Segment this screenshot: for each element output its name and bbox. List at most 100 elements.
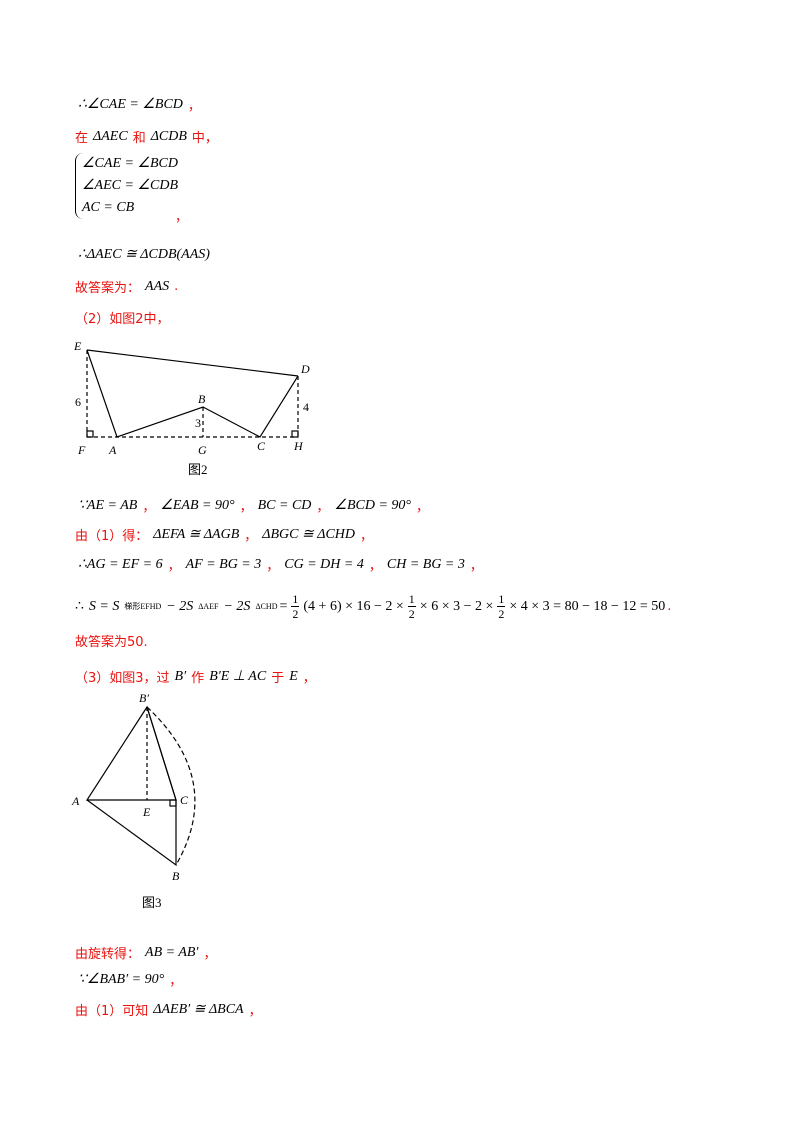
triangle xyxy=(85,705,177,801)
text: 1 xyxy=(291,592,300,607)
line: （2）如图2中， xyxy=(75,308,170,327)
line: 故答案为： AAS. xyxy=(75,277,179,297)
text: ∴ΔAEC ≅ ΔCDB(AAS) xyxy=(78,247,210,262)
text: 1 xyxy=(407,592,416,607)
label: C xyxy=(257,439,266,453)
text: 梯形EFHD xyxy=(124,602,162,611)
text: （3）如图3，过 xyxy=(75,671,170,686)
text: ∵∠BAB′ = 90° xyxy=(78,972,165,987)
label: F xyxy=(77,443,86,457)
text: ， xyxy=(187,99,201,114)
figure-2: E D 6 4 B 3 F A G C H 图2 xyxy=(73,339,310,477)
text: ， xyxy=(360,529,374,544)
text: ， xyxy=(302,671,316,686)
line: ∴∠CAE = ∠BCD ， xyxy=(75,95,201,114)
line: ， xyxy=(175,206,188,225)
label: 图2 xyxy=(188,462,208,477)
right-angle xyxy=(169,799,177,807)
text: ∠CAE = ∠BCD xyxy=(82,156,178,171)
text: ∴ xyxy=(75,599,84,614)
line: 故答案为50. xyxy=(75,631,148,650)
text: ∴∠CAE = ∠BCD xyxy=(78,97,183,112)
text: ， xyxy=(469,559,483,574)
text: CG = DH = 4 xyxy=(284,556,364,572)
text: 2 xyxy=(292,607,299,621)
text: AC = CB xyxy=(82,200,135,215)
text: 由旋转得： xyxy=(75,947,141,962)
text: ∵AE = AB xyxy=(78,498,138,513)
label: E xyxy=(142,805,151,819)
text: ， xyxy=(416,500,430,515)
line: （3）如图3，过 B′ 作 B′E ⊥ AC 于 E ， xyxy=(75,667,316,687)
text: 和 xyxy=(132,131,146,146)
label: B′ xyxy=(139,691,149,705)
text: 1 xyxy=(497,592,506,607)
edge xyxy=(86,349,299,377)
text: AF = BG = 3 xyxy=(185,556,262,572)
text: 由（1）可知 xyxy=(75,1004,149,1019)
label: 图3 xyxy=(142,895,162,910)
arc xyxy=(146,706,196,866)
text: ， xyxy=(248,1004,262,1019)
text: ∠BCD = 90° xyxy=(334,498,412,513)
line: ∵∠BAB′ = 90° ， xyxy=(75,970,182,989)
text: ΔAEC xyxy=(93,128,128,144)
text: B′ xyxy=(174,668,187,684)
text: 由（1）得： xyxy=(75,529,149,544)
text: ， xyxy=(244,529,258,544)
text: ΔEFA ≅ ΔAGB xyxy=(153,527,240,542)
text: CH = BG = 3 xyxy=(386,556,465,572)
text: S = S xyxy=(88,598,120,614)
text: ， xyxy=(203,947,217,962)
text: 2 xyxy=(498,607,505,621)
text: ， xyxy=(169,974,183,989)
edge xyxy=(86,706,177,867)
text: AB = AB′ xyxy=(145,944,199,960)
text: ， xyxy=(175,210,189,225)
text: 于 xyxy=(271,671,285,686)
text: AAS xyxy=(145,278,170,294)
text: BC = CD xyxy=(257,497,312,513)
text: ， xyxy=(368,559,382,574)
figure-3: B′ A C E B 图3 xyxy=(71,691,196,910)
text: B′E ⊥ AC xyxy=(209,669,267,684)
line: 由旋转得： AB = AB′ ， xyxy=(75,943,217,963)
line: ∵AE = AB ， ∠EAB = 90° ， BC = CD ， ∠BCD = 90° ， xyxy=(75,496,430,516)
text: ΔCHD xyxy=(255,602,278,611)
text: × 6 × 3 − 2 × xyxy=(419,598,494,614)
right-angle xyxy=(86,430,94,438)
label: 3 xyxy=(195,416,201,430)
text: (4 + 6) × 16 − 2 × xyxy=(303,598,404,614)
text: 2 xyxy=(408,607,415,621)
label: B xyxy=(172,869,180,883)
text: （2）如图2中， xyxy=(75,312,170,327)
label: B xyxy=(198,392,206,406)
line: ∴ΔAEC ≅ ΔCDB(AAS) xyxy=(75,246,213,263)
right-angle xyxy=(291,430,299,438)
text: ， xyxy=(167,559,181,574)
text: 中， xyxy=(191,131,218,146)
label: E xyxy=(73,339,82,353)
text: . xyxy=(667,599,672,614)
text: ΔBGC ≅ ΔCHD xyxy=(262,527,356,542)
text: 故答案为： xyxy=(75,281,141,296)
text: ΔAEB′ ≅ ΔBCA xyxy=(153,1002,244,1017)
text: ， xyxy=(239,500,253,515)
text: × 4 × 3 = 80 − 18 − 12 = 50 xyxy=(509,598,666,614)
equation-system: ∠CAE = ∠BCD ∠AEC = ∠CDB AC = CB xyxy=(75,153,178,219)
text: − 2S xyxy=(166,598,194,614)
text: = xyxy=(279,598,288,614)
text: ， xyxy=(142,500,156,515)
label: A xyxy=(71,794,80,808)
text: ∠EAB = 90° xyxy=(160,498,235,513)
text: ΔAEF xyxy=(198,602,219,611)
text: − 2S xyxy=(223,598,251,614)
line: 由（1）得： ΔEFA ≅ ΔAGB ， ΔBGC ≅ ΔCHD ， xyxy=(75,525,373,544)
line: 由（1）可知 ΔAEB′ ≅ ΔBCA ， xyxy=(75,1000,262,1019)
text: . xyxy=(174,279,179,294)
text: ∴AG = EF = 6 xyxy=(78,557,163,572)
text: ΔCDB xyxy=(150,128,187,144)
